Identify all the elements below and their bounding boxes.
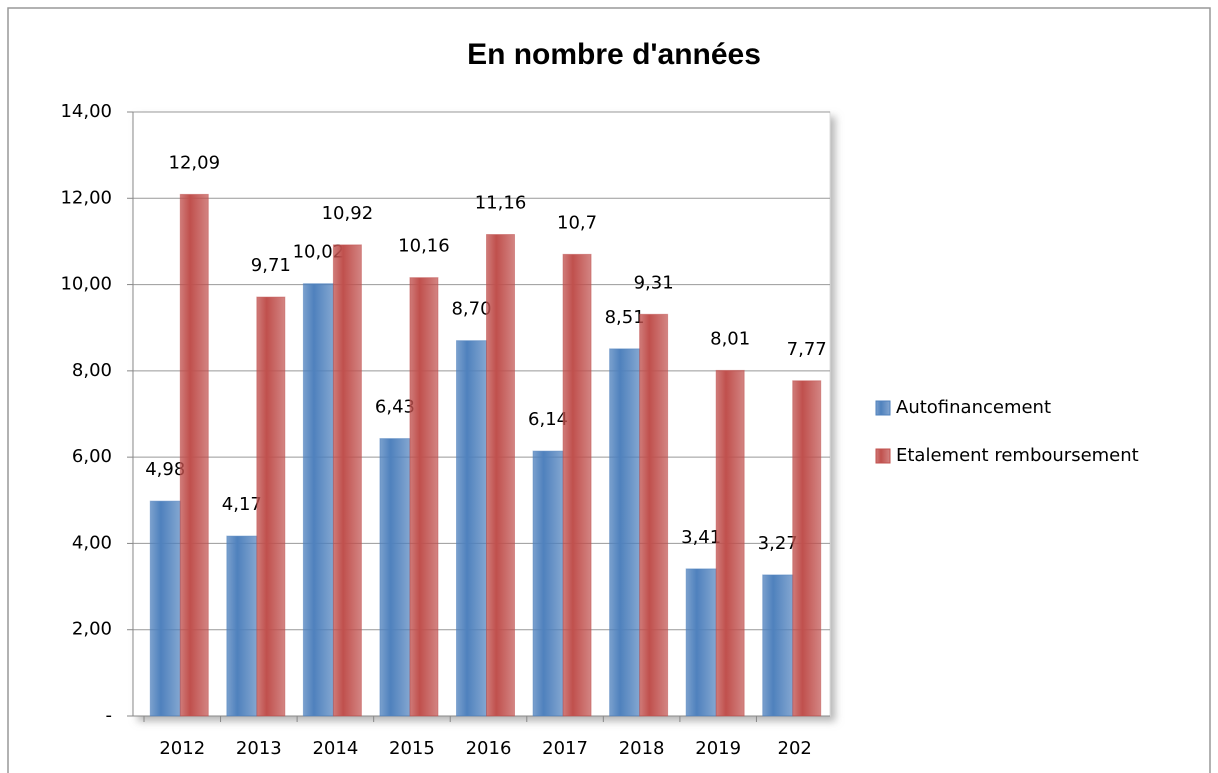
y-tick-label: 14,00 (60, 101, 112, 122)
data-label: 4,17 (222, 494, 262, 515)
y-tick-label: - (106, 705, 113, 726)
x-tick-label: 2015 (389, 738, 435, 759)
bar (149, 500, 181, 717)
data-label: 8,01 (710, 328, 750, 349)
data-label: 8,70 (451, 299, 491, 320)
y-tick-label: 6,00 (72, 446, 112, 467)
chart-title: En nombre d'années (467, 38, 761, 71)
x-tick-label: 2017 (542, 738, 588, 759)
y-tick-label: 12,00 (60, 187, 112, 208)
bar (609, 348, 641, 717)
data-label: 6,14 (528, 409, 568, 430)
x-tick-label: 202 (778, 738, 812, 759)
data-label: 10,92 (322, 203, 374, 224)
bar (179, 193, 209, 717)
x-tick-label: 2018 (619, 738, 665, 759)
x-tick-label: 2013 (236, 738, 282, 759)
bar (226, 535, 258, 717)
data-label: 10,02 (293, 242, 345, 263)
y-tick-label: 2,00 (72, 619, 112, 640)
bar (332, 244, 362, 717)
data-label: 9,31 (634, 272, 674, 293)
y-tick-label: 4,00 (72, 532, 112, 553)
bar (486, 234, 515, 717)
bar (379, 438, 411, 717)
bar (685, 568, 717, 717)
data-label: 10,16 (398, 236, 450, 257)
data-label: 6,43 (375, 397, 415, 418)
bar (762, 574, 794, 717)
data-label: 3,27 (758, 533, 798, 554)
bar (562, 253, 592, 717)
data-label: 12,09 (169, 152, 221, 173)
bar (532, 450, 564, 717)
data-label: 4,98 (145, 459, 185, 480)
data-label: 3,41 (681, 527, 721, 548)
bar (715, 369, 745, 717)
legend-label: Etalement remboursement (896, 445, 1139, 466)
x-tick-label: 2014 (312, 738, 358, 759)
chart-border (7, 7, 1211, 773)
x-tick-label: 2019 (695, 738, 741, 759)
bar (792, 380, 822, 717)
data-label: 7,77 (787, 339, 827, 360)
x-tick-label: 2016 (466, 738, 512, 759)
legend-swatch (875, 448, 891, 464)
data-label: 11,16 (475, 193, 527, 214)
y-tick-label: 8,00 (72, 360, 112, 381)
x-tick-label: 2012 (159, 738, 205, 759)
bar (409, 277, 439, 717)
bar (256, 296, 286, 717)
data-label: 10,7 (557, 212, 597, 233)
data-label: 8,51 (605, 307, 645, 328)
legend-label: Autofinancement (896, 397, 1051, 418)
data-label: 9,71 (251, 255, 291, 276)
bar (456, 340, 487, 717)
bar (302, 283, 334, 717)
bar (639, 313, 669, 717)
legend-swatch (875, 400, 891, 416)
y-tick-label: 10,00 (60, 274, 112, 295)
